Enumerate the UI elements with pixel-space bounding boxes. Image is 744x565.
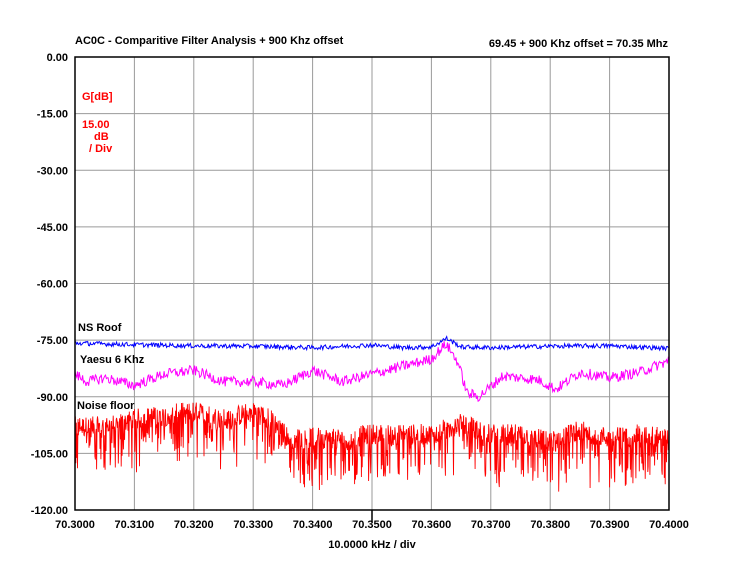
legend-yaesu: Yaesu 6 Khz [80, 354, 145, 366]
x-axis-label: 10.0000 kHz / div [328, 539, 416, 551]
trace-ns-roof [74, 335, 669, 352]
x-axis-ticks: 70.3000 70.3100 70.3200 70.3300 70.3400 70.35… [55, 519, 689, 531]
x-tick-label: 70.4000 [649, 519, 689, 531]
trace-noise-floor [74, 402, 670, 492]
y-axis-ticks: 0.00 -15.00 -30.00 -45.00 -60.00 -75.00 -90.00… [31, 52, 68, 517]
scale-unit: G[dB] [82, 91, 113, 103]
y-tick-label: -15.00 [37, 109, 68, 121]
frequency-info: 69.45 + 900 Khz offset = 70.35 Mhz [489, 38, 669, 50]
x-tick-label: 70.3600 [412, 519, 452, 531]
y-tick-label: -90.00 [37, 392, 68, 404]
x-tick-label: 70.3500 [352, 519, 392, 531]
x-tick-label: 70.3900 [590, 519, 630, 531]
x-tick-label: 70.3000 [55, 519, 95, 531]
x-tick-label: 70.3400 [293, 519, 333, 531]
scale-per-div-suffix: / Div [89, 143, 113, 155]
y-tick-label: -120.00 [31, 505, 68, 517]
trace-yaesu-6khz [74, 341, 670, 403]
x-tick-label: 70.3200 [174, 519, 214, 531]
y-tick-label: -105.00 [31, 448, 68, 460]
x-tick-label: 70.3800 [530, 519, 570, 531]
scale-per-div-unit: dB [94, 131, 109, 143]
y-tick-label: -45.00 [37, 222, 68, 234]
scale-per-div-value: 15.00 [82, 119, 110, 131]
legend-ns-roof: NS Roof [78, 322, 122, 334]
x-tick-label: 70.3300 [233, 519, 273, 531]
y-tick-label: 0.00 [47, 52, 68, 64]
y-tick-label: -30.00 [37, 165, 68, 177]
y-tick-label: -75.00 [37, 335, 68, 347]
legend-noise-floor: Noise floor [77, 400, 135, 412]
series-group [74, 335, 670, 492]
x-tick-label: 70.3700 [471, 519, 511, 531]
chart-title: AC0C - Comparitive Filter Analysis + 900… [75, 35, 344, 47]
x-tick-label: 70.3100 [115, 519, 155, 531]
y-tick-label: -60.00 [37, 279, 68, 291]
legend-noise-floor-bg [76, 398, 134, 411]
